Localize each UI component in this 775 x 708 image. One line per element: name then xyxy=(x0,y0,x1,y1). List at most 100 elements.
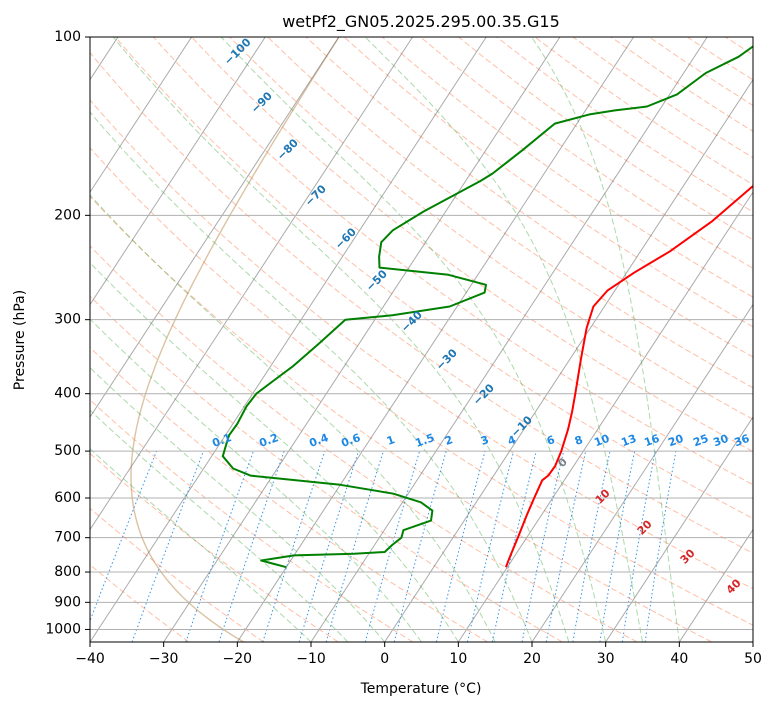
mixing-ratio-line xyxy=(467,450,515,642)
isotherm xyxy=(90,37,487,642)
dry-adiabat-label: −60 xyxy=(332,225,359,252)
mixing-ratio-label: 3 xyxy=(479,433,491,448)
x-tick-label: 10 xyxy=(449,651,467,667)
moist-adiabat xyxy=(90,194,496,642)
mixing-ratio-line xyxy=(131,450,204,642)
dry-adiabat xyxy=(114,37,753,520)
isotherm xyxy=(90,37,193,194)
dry-adiabat xyxy=(90,295,563,642)
isotherm xyxy=(678,528,753,642)
mixing-ratio-label: 1 xyxy=(385,433,397,448)
mixing-ratio-line xyxy=(90,450,158,622)
y-tick-label: 1000 xyxy=(45,621,81,637)
mixing-ratio-label: 16 xyxy=(642,432,661,450)
dry-adiabat xyxy=(90,452,339,642)
moist-adiabat-label: 30 xyxy=(678,546,698,566)
dry-adiabat xyxy=(687,37,753,81)
isotherm xyxy=(310,37,708,642)
dry-adiabat xyxy=(90,564,190,642)
x-tick-label: −30 xyxy=(149,651,179,667)
moist-adiabat xyxy=(220,37,607,642)
mixing-ratio-line xyxy=(185,450,254,642)
dry-adiabat xyxy=(496,37,753,213)
x-tick-label: −20 xyxy=(223,651,253,667)
dry-adiabat xyxy=(764,37,775,642)
mixing-ratio-label: 25 xyxy=(691,432,710,449)
x-tick-label: 0 xyxy=(380,651,389,667)
dry-adiabat-label: −90 xyxy=(248,89,275,116)
mixing-ratio-label: 6 xyxy=(545,433,557,448)
tan-reference-curve xyxy=(130,37,340,642)
y-tick-label: 300 xyxy=(54,312,81,328)
mixing-ratio-label: 10 xyxy=(592,432,611,450)
dry-adiabat xyxy=(90,399,414,642)
y-tick-label: 800 xyxy=(54,564,81,580)
mixing-ratio-label: 8 xyxy=(573,433,585,448)
y-tick-label: 600 xyxy=(54,490,81,506)
dry-adiabat-label: −20 xyxy=(470,381,497,408)
mixing-ratio-label: 20 xyxy=(666,432,685,450)
mixing-ratio-label: 0.6 xyxy=(339,431,362,450)
moist-adiabat-label: 10 xyxy=(593,486,613,506)
x-tick-label: 50 xyxy=(744,651,762,667)
profiles xyxy=(221,45,753,569)
chart-title: wetPf2_GN05.2025.295.00.35.G15 xyxy=(282,12,560,32)
dry-adiabat-label: −30 xyxy=(433,346,460,373)
mixing-ratio-line xyxy=(521,450,565,642)
dry-adiabat xyxy=(229,37,753,420)
dry-adiabat xyxy=(90,51,753,554)
mixing-ratio-line xyxy=(644,451,677,642)
y-tick-label: 200 xyxy=(54,207,81,223)
temperature-profile xyxy=(504,184,753,568)
mixing-ratio-line xyxy=(545,450,587,642)
moist-adiabat xyxy=(90,409,349,642)
y-tick-label: 500 xyxy=(54,443,81,459)
mixing-ratio-label: 30 xyxy=(711,432,730,450)
x-axis: −40 −30 −20 −10 0 10 20 30 40 50 xyxy=(75,642,762,667)
mixing-ratio-label: 2 xyxy=(443,433,455,448)
mixing-ratio-line xyxy=(599,450,636,642)
moist-adiabat xyxy=(531,37,680,642)
dry-adiabat xyxy=(572,37,753,159)
moist-adiabat xyxy=(90,318,422,642)
mixing-ratio-label: 0.1 xyxy=(210,431,233,450)
dry-adiabat xyxy=(90,507,264,642)
isotherm xyxy=(90,37,414,531)
moist-adiabat xyxy=(90,261,459,642)
dry-adiabat-label: −50 xyxy=(363,267,390,294)
background-lines xyxy=(90,37,775,642)
dry-adiabat xyxy=(90,245,638,642)
mixing-ratio-label: 36 xyxy=(732,432,751,450)
moist-adiabat xyxy=(112,37,570,642)
y-axis-label: Pressure (hPa) xyxy=(12,290,28,390)
dry-adiabat xyxy=(90,346,488,642)
mixing-ratio-label: 0.2 xyxy=(257,431,280,450)
y-tick-label: 400 xyxy=(54,386,81,402)
mixing-ratio-line xyxy=(218,450,285,642)
x-tick-label: 20 xyxy=(523,651,541,667)
mixing-ratio-line xyxy=(325,450,384,642)
x-tick-label: −40 xyxy=(75,651,105,667)
dry-adiabat xyxy=(267,37,753,389)
moist-adiabat xyxy=(90,111,533,642)
isotherm xyxy=(752,641,753,642)
moist-adiabat xyxy=(364,37,643,642)
y-axis: 1000 900 800 700 600 500 400 300 200 100 xyxy=(45,29,90,637)
x-tick-label: −10 xyxy=(296,651,326,667)
moist-adiabat-label: 0 xyxy=(555,455,570,470)
moist-adiabat xyxy=(90,366,386,642)
mixing-ratio-line xyxy=(298,450,360,642)
isotherm xyxy=(457,191,753,642)
isotherm xyxy=(90,37,266,306)
dry-adiabat xyxy=(305,37,753,358)
mixing-ratio-label: 1.5 xyxy=(413,431,436,450)
isotherm xyxy=(384,78,753,642)
contour-labels: −100−90−80−70−60−50−40−30−20−10010203040… xyxy=(210,35,751,596)
dry-adiabat xyxy=(90,147,753,626)
mixing-ratio-label: 4 xyxy=(506,433,518,448)
mixing-ratio-line xyxy=(393,450,447,642)
dry-adiabat-label: −100 xyxy=(222,35,254,67)
isotherm xyxy=(236,37,635,642)
